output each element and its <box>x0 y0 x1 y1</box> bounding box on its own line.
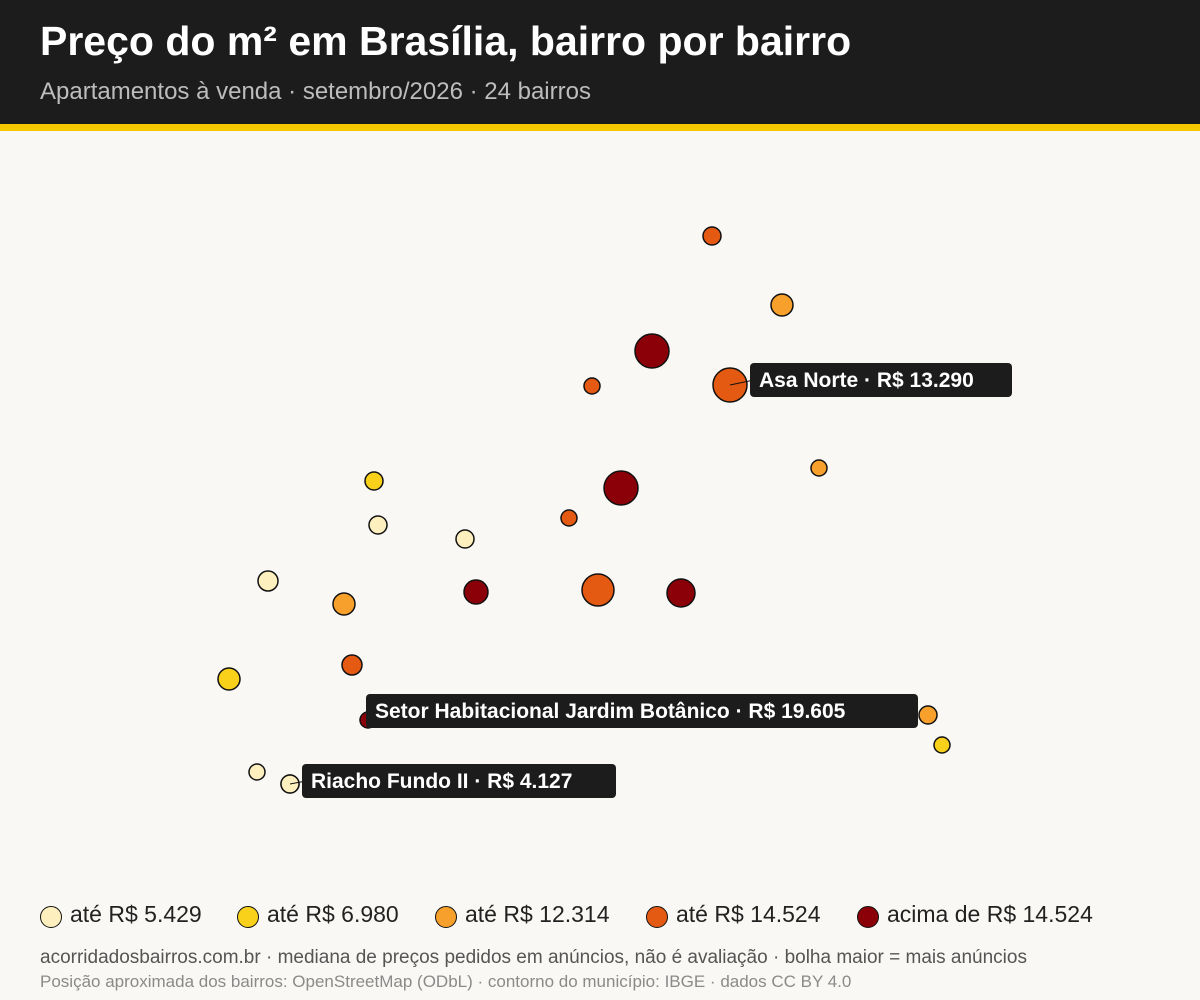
neighborhood-bubble <box>583 377 601 395</box>
legend-item-tier-1: até R$ 6.980 <box>237 896 399 932</box>
bubble-map: Asa Norte · R$ 13.290 Setor Habitacional … <box>217 226 1012 798</box>
map-title: Preço do m² em Brasília, bairro por bair… <box>40 18 852 64</box>
neighborhood-bubble <box>364 471 384 491</box>
legend-swatch <box>646 906 668 928</box>
legend-label: até R$ 14.524 <box>676 900 821 927</box>
neighborhood-bubble <box>368 515 388 535</box>
neighborhood-bubble <box>666 578 696 608</box>
footer-source-note: acorridadosbairros.com.br · mediana de p… <box>40 947 1027 968</box>
neighborhood-bubble <box>603 470 639 506</box>
map-area: Asa Norte · R$ 13.290 Setor Habitacional … <box>0 131 1200 881</box>
callout-box <box>366 694 918 728</box>
callout-label: Asa Norte · R$ 13.290 <box>759 369 974 392</box>
callout-label: Setor Habitacional Jardim Botânico · R$ … <box>375 700 846 723</box>
neighborhood-bubble <box>634 333 670 369</box>
neighborhood-bubble <box>560 509 578 527</box>
neighborhood-bubble <box>248 763 266 781</box>
legend-swatch <box>857 906 879 928</box>
legend: até R$ 5.429 até R$ 6.980 até R$ 12.314 … <box>40 896 1170 932</box>
legend-label: até R$ 6.980 <box>267 900 399 927</box>
legend-label: até R$ 5.429 <box>70 900 202 927</box>
legend-swatch <box>237 906 259 928</box>
legend-item-tier-4: acima de R$ 14.524 <box>857 896 1093 932</box>
neighborhood-bubble <box>581 573 615 607</box>
legend-swatch <box>40 906 62 928</box>
legend-item-tier-3: até R$ 14.524 <box>646 896 821 932</box>
legend-swatch <box>435 906 457 928</box>
neighborhood-bubble <box>257 570 279 592</box>
neighborhood-bubble <box>918 705 938 725</box>
header-accent-stripe <box>0 124 1200 131</box>
neighborhood-bubble <box>933 736 951 754</box>
neighborhood-bubble <box>810 459 828 477</box>
header-bar: Preço do m² em Brasília, bairro por bair… <box>0 0 1200 124</box>
neighborhood-bubble <box>341 654 363 676</box>
legend-item-tier-2: até R$ 12.314 <box>435 896 610 932</box>
callout-box <box>302 764 616 798</box>
callout-box <box>750 363 1012 397</box>
neighborhood-bubble <box>217 667 241 691</box>
neighborhood-bubble <box>332 592 356 616</box>
callout-label: Riacho Fundo II · R$ 4.127 <box>311 770 572 793</box>
neighborhood-bubble <box>770 293 794 317</box>
neighborhood-bubble <box>463 579 489 605</box>
legend-label: até R$ 12.314 <box>465 900 610 927</box>
legend-item-tier-0: até R$ 5.429 <box>40 896 202 932</box>
legend-label: acima de R$ 14.524 <box>887 900 1093 927</box>
neighborhood-bubble <box>702 226 722 246</box>
neighborhood-bubble <box>455 529 475 549</box>
footer-credits: Posição aproximada dos bairros: OpenStre… <box>40 972 852 991</box>
map-subtitle: Apartamentos à venda · setembro/2026 · 2… <box>40 78 591 105</box>
